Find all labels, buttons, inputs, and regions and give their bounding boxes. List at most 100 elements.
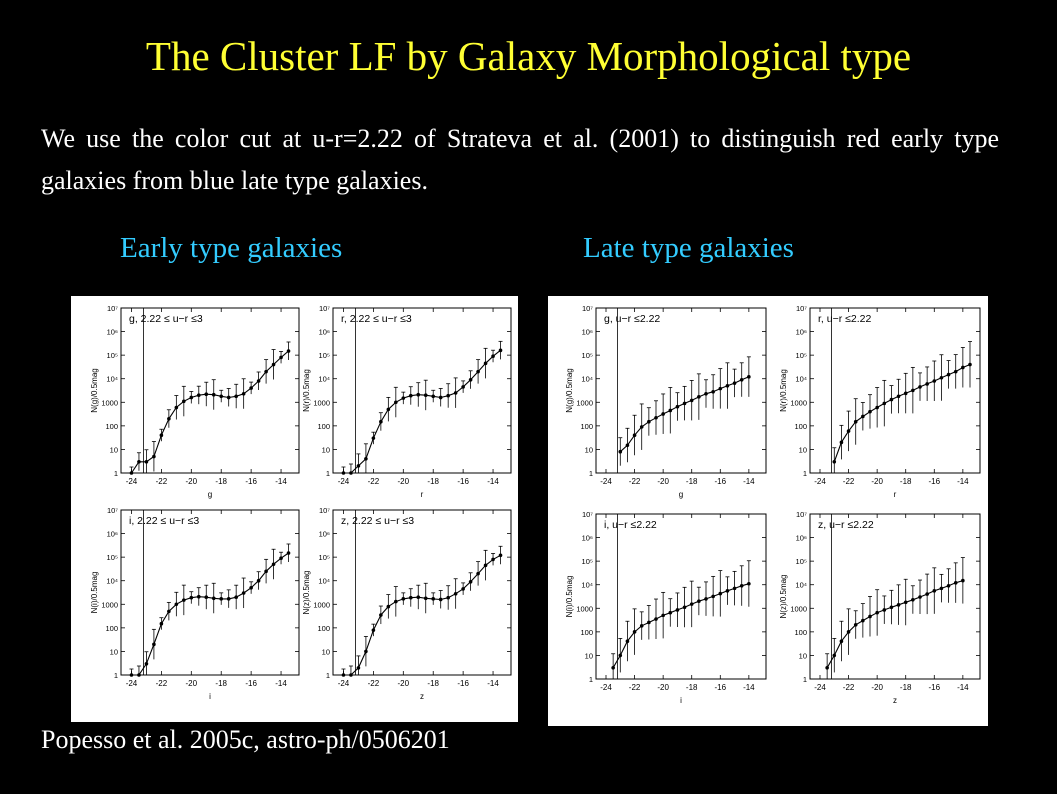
y-tick-label: 100 [105,422,118,431]
x-tick-label: -22 [368,679,380,688]
x-axis-label: z [420,692,424,701]
x-tick-label: -24 [814,683,826,692]
data-point [932,589,937,593]
y-tick-label: 10⁷ [582,510,593,519]
x-tick-label: -22 [843,477,855,486]
data-point [438,597,443,602]
plot-frame [120,307,300,474]
y-tick-label: 10⁴ [795,581,807,590]
data-point [896,394,901,399]
data-point [152,642,156,647]
data-point [483,361,488,366]
data-point [129,673,134,677]
y-tick-label: 100 [794,422,807,431]
y-tick-label: 100 [580,628,593,637]
plot-frame [595,513,767,680]
data-point [953,581,958,585]
x-tick-label: -24 [600,477,612,486]
data-point [661,412,665,416]
data-point [675,404,680,409]
data-point [868,614,872,619]
data-point [249,386,253,390]
data-point [889,605,894,610]
data-point [618,653,623,658]
data-point [219,394,224,399]
data-point [697,599,701,603]
y-tick-label: 10⁴ [581,581,593,590]
y-tick-label: 10⁵ [107,351,118,360]
y-axis-label: N(r)/0.5mag [779,369,788,412]
x-tick-label: -14 [957,477,969,486]
data-point [839,639,844,644]
lf-panel-early-r: 1 10 100 1000 10⁴ 10⁵ 10⁶ 10⁷ -24 -22 -20 -18 -16 -14… [302,304,512,499]
x-tick-label: -18 [900,477,912,486]
y-tick-label: 10⁷ [319,506,330,515]
data-point [476,571,480,576]
y-tick-label: 1 [326,469,330,478]
x-axis-label: z [893,696,897,705]
plot-frame [809,513,981,680]
data-point [386,407,391,412]
data-point [371,628,376,632]
lf-panel-early-z: 1 10 100 1000 10⁴ 10⁵ 10⁶ 10⁷ -24 -22 -20 -18 -16 -14… [302,506,512,701]
x-axis-label: r [894,490,897,499]
data-point [491,354,495,359]
y-tick-label: 10⁴ [581,375,593,384]
data-point [379,419,383,424]
data-point [461,587,465,591]
x-tick-label: -18 [215,477,227,486]
data-point [453,391,458,395]
late-type-plots: 1 10 100 1000 10⁴ 10⁵ 10⁶ 10⁷ -24 -22 -20 -18 -16 -14… [565,304,981,705]
data-point [611,665,615,670]
data-point [704,391,708,396]
panel-annotation: r, 2.22 ≤ u−r ≤3 [341,313,412,325]
data-point [868,409,872,414]
y-tick-label: 1 [589,469,593,478]
y-axis-label: N(i)/0.5mag [90,572,99,614]
x-tick-label: -14 [275,477,287,486]
data-point [911,388,915,393]
data-point [911,597,915,602]
data-point [204,392,209,397]
lf-fit-curve [131,552,289,676]
x-tick-label: -14 [275,679,287,688]
data-point [174,602,179,607]
x-tick-label: -16 [715,477,727,486]
y-tick-label: 1 [114,671,118,680]
data-point [739,377,744,382]
data-point [682,401,687,406]
x-tick-label: -16 [929,683,941,692]
data-point [241,591,246,595]
data-point [379,613,383,617]
lf-panel-early-i: 1 10 100 1000 10⁴ 10⁵ 10⁶ 10⁷ -24 -22 -20 -18 -16 -14… [90,506,300,701]
data-point [939,586,944,591]
panel-annotation: r, u−r ≤2.22 [818,313,871,325]
data-point [416,595,421,599]
y-tick-label: 1 [114,469,118,478]
data-point [639,624,644,628]
y-tick-label: 10⁶ [319,530,330,539]
data-point [174,405,179,410]
y-tick-label: 10⁴ [106,577,118,586]
data-point [939,375,944,380]
y-tick-label: 10 [799,651,807,660]
y-tick-label: 10⁴ [106,375,118,384]
intro-text: We use the color cut at u-r=2.22 of Stra… [41,124,999,195]
y-tick-label: 10⁶ [107,328,118,337]
data-point [423,596,428,601]
data-point [129,471,134,475]
x-tick-label: -20 [186,679,198,688]
y-axis-label: N(z)/0.5mag [779,574,788,618]
lf-fit-curve [343,554,501,676]
data-point [704,597,708,601]
data-point [189,595,194,600]
data-point [167,416,171,421]
data-point [159,433,164,438]
panel-annotation: g, u−r ≤2.22 [604,313,660,325]
data-point [401,396,406,400]
data-point [211,596,216,601]
data-point [182,598,186,602]
x-tick-label: -16 [715,683,727,692]
y-tick-label: 10⁷ [319,304,330,313]
y-tick-label: 1000 [576,398,593,407]
